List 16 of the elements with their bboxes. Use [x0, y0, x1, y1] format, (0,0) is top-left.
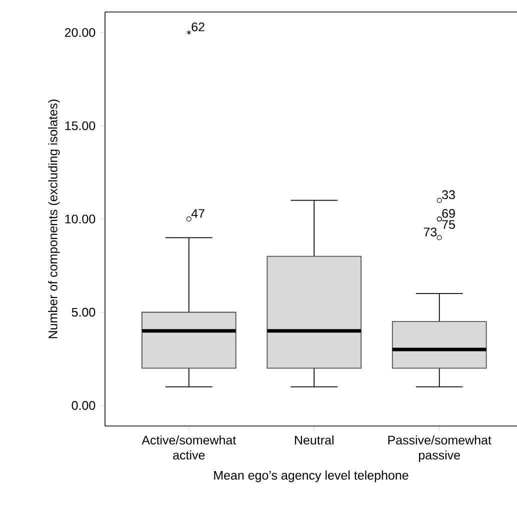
annotation: 75	[442, 220, 455, 229]
x-axis-title: Mean ego’s agency level telephone	[214, 470, 408, 482]
annotation: 73	[424, 228, 437, 236]
y-tick-label: 5.00	[72, 308, 96, 317]
y-tick-label: 15.00	[65, 121, 96, 130]
y-tick-label: 0.00	[72, 401, 96, 410]
y-tick-label: 10.00	[65, 214, 96, 224]
x-tick-label: Neutral	[295, 435, 334, 445]
x-tick-label: Passive/somewhat passive	[388, 435, 492, 462]
annotation: 33	[442, 190, 455, 200]
x-tick-label: Active/somewhat active	[142, 435, 236, 460]
annotation: 62	[192, 22, 204, 32]
y-tick-label: 20.00	[64, 28, 96, 37]
y-axis-title: Number of components (excluding isolates)	[48, 100, 60, 338]
annotation: 47	[191, 209, 204, 218]
annotation: 69	[442, 208, 455, 218]
